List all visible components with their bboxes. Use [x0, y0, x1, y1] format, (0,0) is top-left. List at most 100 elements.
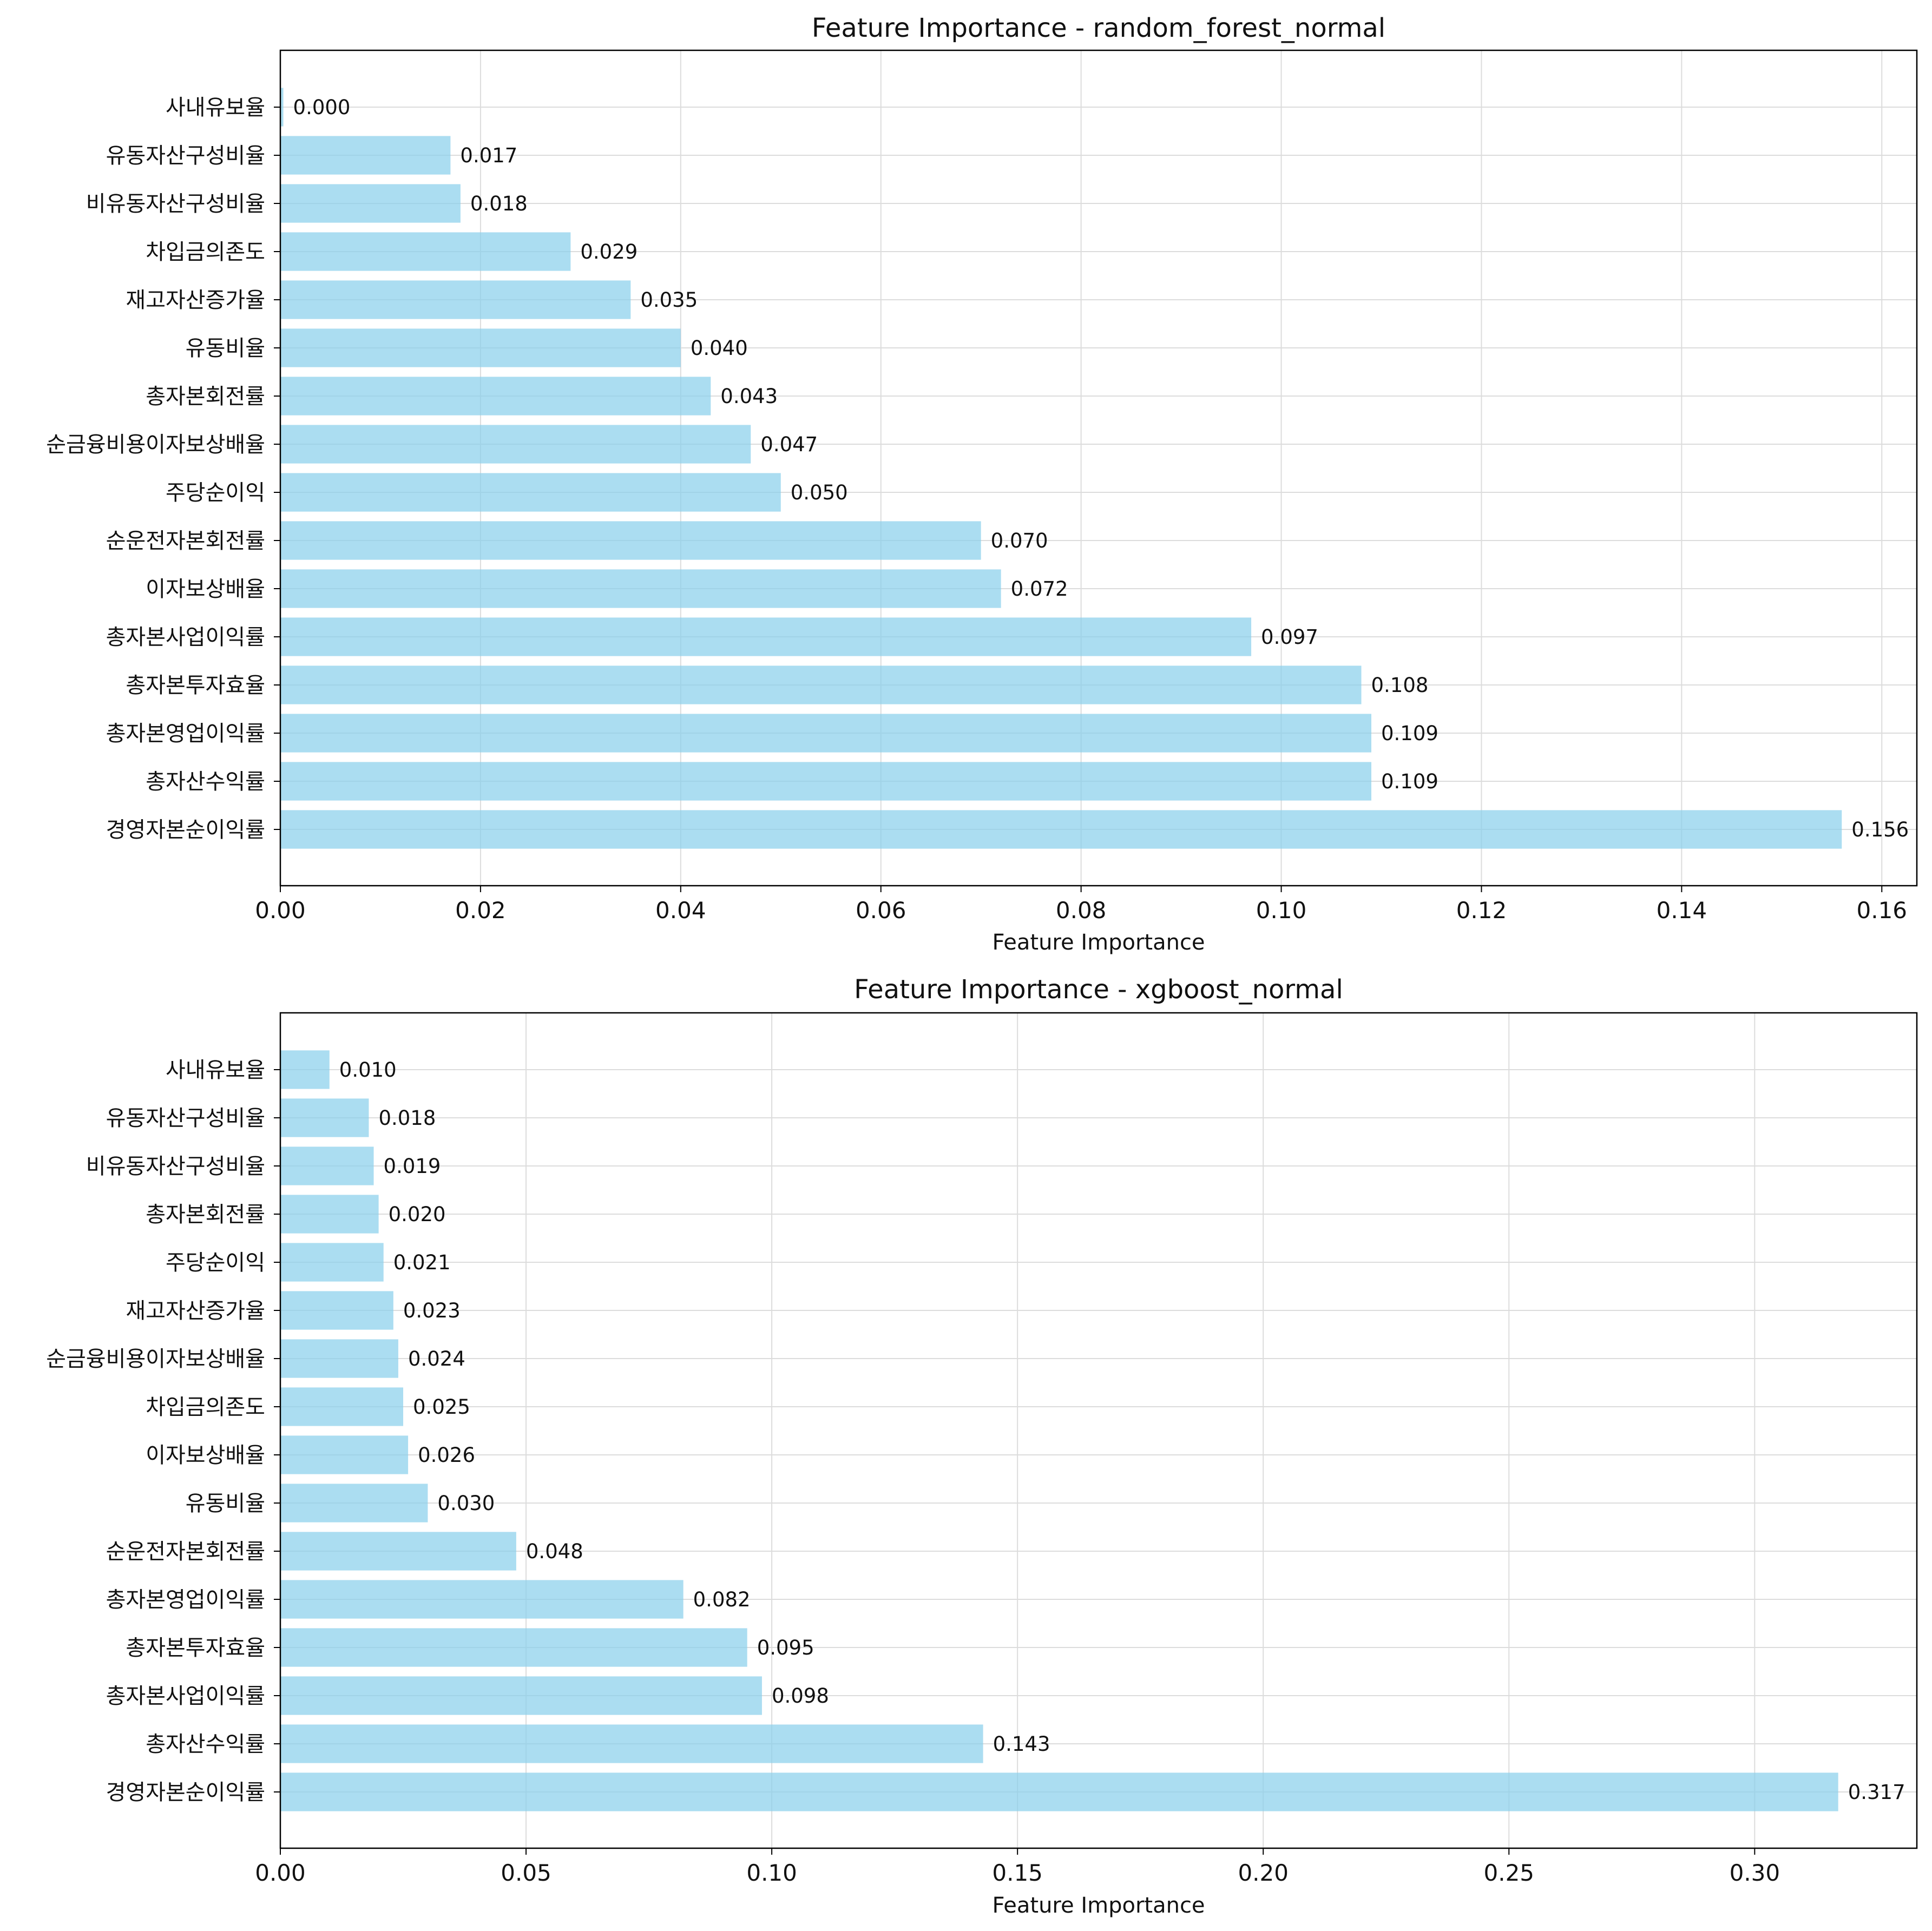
y-tick-label: 총자산수익률 [146, 1732, 265, 1757]
bar [280, 1724, 983, 1763]
bar [280, 1050, 330, 1089]
chart-title: Feature Importance - random_forest_norma… [812, 13, 1385, 43]
x-tick-label: 0.12 [1456, 897, 1507, 924]
bar [280, 569, 1001, 608]
y-tick-label: 비유동자산구성비율 [86, 1154, 265, 1179]
data-label: 0.043 [720, 385, 778, 408]
x-tick-label: 0.16 [1857, 897, 1908, 924]
y-tick-label: 재고자산증가율 [126, 288, 265, 313]
bar [280, 1435, 409, 1474]
x-tick-label: 0.10 [746, 1860, 797, 1886]
bar [280, 1098, 369, 1137]
y-tick-label: 총자본회전률 [146, 1202, 265, 1227]
y-tick-label: 주당순이익 [166, 1250, 265, 1275]
y-tick-label: 총자산수익률 [146, 769, 265, 794]
data-label: 0.048 [526, 1540, 583, 1563]
data-label: 0.156 [1851, 818, 1909, 841]
y-tick-label: 유동자산구성비율 [106, 143, 265, 168]
bar [280, 280, 631, 319]
y-tick-label: 비유동자산구성비율 [86, 192, 265, 216]
bar [280, 136, 451, 175]
data-label: 0.024 [408, 1347, 465, 1370]
bar [280, 617, 1252, 656]
y-tick-label: 순금융비용이자보상배율 [46, 1347, 265, 1372]
x-tick-label: 0.20 [1238, 1860, 1289, 1886]
data-label: 0.035 [640, 288, 698, 312]
data-label: 0.000 [293, 96, 351, 119]
bar [280, 328, 681, 367]
chart-random-forest: Feature Importance - random_forest_norma… [46, 13, 1918, 955]
y-tick-label: 사내유보율 [166, 95, 265, 120]
y-tick-label: 경영자본순이익률 [106, 1780, 265, 1805]
y-tick-label: 총자본사업이익률 [106, 625, 265, 650]
bar [280, 184, 461, 223]
y-tick-label: 총자본영업이익률 [106, 721, 265, 746]
data-label: 0.072 [1011, 577, 1068, 601]
bar [280, 521, 981, 560]
x-tick-label: 0.02 [455, 897, 506, 924]
data-label: 0.019 [384, 1155, 441, 1178]
x-tick-label: 0.15 [992, 1860, 1043, 1886]
data-label: 0.010 [339, 1058, 397, 1082]
data-label: 0.050 [791, 481, 848, 504]
plot-frame [279, 49, 1918, 887]
x-tick-label: 0.04 [655, 897, 706, 924]
x-tick-label: 0.30 [1730, 1860, 1780, 1886]
y-tick-label: 이자보상배율 [146, 1443, 265, 1468]
y-tick-label: 경영자본순이익률 [106, 818, 265, 842]
x-axis-label: Feature Importance [992, 1893, 1205, 1918]
bar [280, 810, 1842, 849]
y-tick-label: 차입금의존도 [146, 240, 265, 265]
data-label: 0.021 [393, 1251, 451, 1274]
data-label: 0.030 [437, 1492, 495, 1515]
bar [280, 1339, 398, 1378]
data-label: 0.017 [460, 144, 517, 167]
y-tick-label: 총자본사업이익률 [106, 1684, 265, 1709]
y-tick-label: 총자본투자효율 [126, 673, 265, 698]
bar [280, 1532, 516, 1571]
y-tick-label: 총자본회전률 [146, 384, 265, 409]
bar [280, 377, 711, 416]
bar [280, 1291, 393, 1330]
bar [280, 88, 284, 127]
data-label: 0.020 [389, 1203, 446, 1226]
data-label: 0.018 [470, 192, 528, 215]
data-label: 0.018 [378, 1106, 436, 1130]
data-label: 0.047 [760, 433, 818, 456]
bar [280, 1676, 762, 1715]
bar [280, 1146, 374, 1185]
data-label: 0.109 [1381, 770, 1438, 793]
data-label: 0.040 [691, 337, 748, 360]
y-tick-label: 사내유보율 [166, 1058, 265, 1083]
x-tick-label: 0.14 [1657, 897, 1707, 924]
bar [280, 714, 1371, 753]
data-label: 0.023 [403, 1299, 461, 1322]
y-tick-label: 이자보상배율 [146, 577, 265, 602]
bar [280, 1580, 684, 1619]
plot-frame [279, 1012, 1918, 1849]
y-tick-label: 순운전자본회전률 [106, 1539, 265, 1564]
chart-xgboost: Feature Importance - xgboost_normal Feat… [46, 974, 1918, 1918]
data-label: 0.109 [1381, 722, 1438, 745]
y-tick-label: 총자본영업이익률 [106, 1587, 265, 1612]
data-label: 0.098 [772, 1684, 829, 1708]
y-tick-label: 재고자산증가율 [126, 1299, 265, 1323]
bar [280, 665, 1362, 704]
data-label: 0.097 [1261, 625, 1318, 649]
x-axis-label: Feature Importance [992, 930, 1205, 955]
y-tick-label: 유동비율 [186, 1491, 265, 1516]
x-tick-label: 0.00 [255, 897, 306, 924]
data-label: 0.317 [1848, 1781, 1905, 1804]
data-label: 0.026 [418, 1444, 475, 1467]
x-tick-label: 0.25 [1484, 1860, 1535, 1886]
bar [280, 425, 751, 464]
y-tick-label: 순금융비용이자보상배율 [46, 432, 265, 457]
data-label: 0.029 [580, 240, 638, 263]
bar [280, 1195, 379, 1234]
x-tick-label: 0.08 [1056, 897, 1107, 924]
data-label: 0.095 [757, 1636, 814, 1659]
data-label: 0.108 [1371, 674, 1429, 697]
chart-title: Feature Importance - xgboost_normal [854, 974, 1343, 1005]
bar [280, 762, 1371, 801]
